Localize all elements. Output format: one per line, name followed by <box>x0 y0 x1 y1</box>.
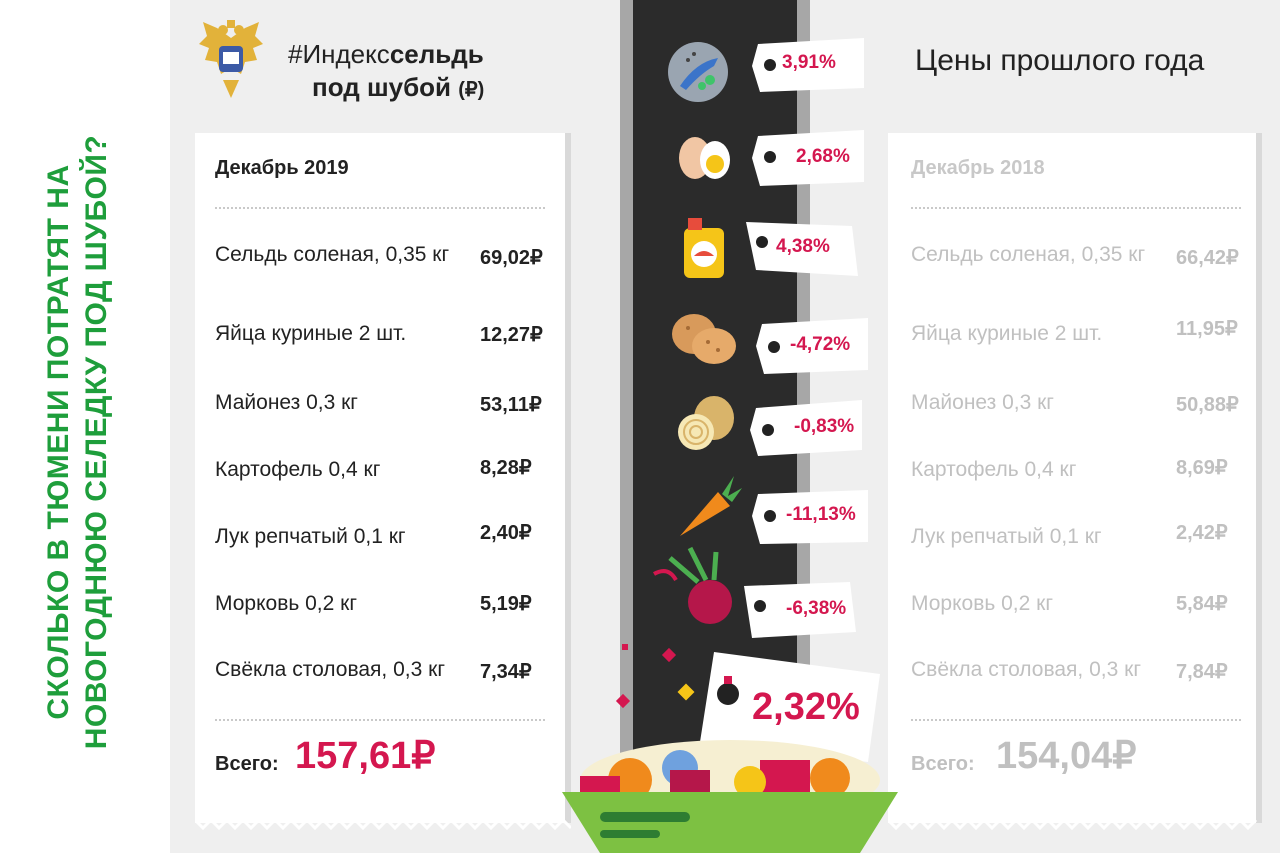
item-price: 8,69₽ <box>1176 457 1228 479</box>
index-subtitle-text: под шубой <box>312 72 452 102</box>
item-price: 5,84₽ <box>1176 593 1228 615</box>
item-price: 12,27₽ <box>480 324 543 346</box>
onion-icon <box>678 396 734 450</box>
side-strip: Сколько в Тюмени потратят на новогоднюю … <box>0 0 170 853</box>
item-name: Свёкла столовая, 0,3 кг <box>911 658 1141 681</box>
price-change: -0,83% <box>794 416 855 437</box>
item-price: 50,88₽ <box>1176 394 1239 416</box>
item-name: Яйца куриные 2 шт. <box>215 322 407 345</box>
price-tag: 4,38% <box>746 218 858 276</box>
card-heading: Декабрь 2018 <box>911 157 1045 179</box>
potato-icon <box>672 314 736 364</box>
divider <box>911 207 1241 209</box>
total-label: Всего: <box>911 753 975 775</box>
egg-icon <box>679 137 730 179</box>
item-name: Майонез 0,3 кг <box>911 391 1054 414</box>
salad-bowl-icon <box>562 740 898 853</box>
item-name: Морковь 0,2 кг <box>911 592 1053 615</box>
item-price: 11,95₽ <box>1176 318 1238 340</box>
item-price: 8,28₽ <box>480 457 532 479</box>
divider <box>911 719 1241 721</box>
item-price: 66,42₽ <box>1176 247 1239 269</box>
index-title: #Индекссельдь <box>288 38 484 70</box>
item-name: Яйца куриные 2 шт. <box>911 322 1103 345</box>
confetti-decoration <box>615 644 695 709</box>
price-tag: -0,83% <box>750 398 862 456</box>
item-name: Лук репчатый 0,1 кг <box>215 525 406 548</box>
divider <box>215 719 545 721</box>
item-name: Картофель 0,4 кг <box>911 458 1077 481</box>
previous-year-title: Цены прошлого года <box>915 44 1205 77</box>
total-value: 157,61₽ <box>295 735 436 777</box>
item-price: 2,42₽ <box>1176 522 1228 544</box>
item-name: Картофель 0,4 кг <box>215 458 381 481</box>
item-name: Морковь 0,2 кг <box>215 592 357 615</box>
total-change-tag: 2,32% <box>700 652 880 762</box>
beet-icon <box>653 546 732 624</box>
price-tag: -11,13% <box>752 486 868 544</box>
card-heading: Декабрь 2019 <box>215 157 349 179</box>
price-tag: 3,91% <box>752 34 864 92</box>
mayonnaise-icon <box>684 218 724 278</box>
card-edge <box>195 820 571 830</box>
card-2019: Декабрь 2019 Сельдь соленая, 0,35 кг 69,… <box>195 133 565 823</box>
index-title-bold: сельдь <box>389 39 484 69</box>
item-name: Свёкла столовая, 0,3 кг <box>215 658 445 681</box>
item-price: 2,40₽ <box>480 522 532 544</box>
index-subtitle-unit: (₽) <box>458 79 485 101</box>
item-price: 53,11₽ <box>480 394 542 416</box>
item-name: Лук репчатый 0,1 кг <box>911 525 1102 548</box>
item-price: 69,02₽ <box>480 247 543 269</box>
item-price: 5,19₽ <box>480 593 532 615</box>
price-change: 2,68% <box>796 146 850 167</box>
total-value: 154,04₽ <box>996 735 1137 777</box>
total-change-value: 2,32% <box>752 686 860 728</box>
price-change: -4,72% <box>790 334 851 355</box>
item-name: Сельдь соленая, 0,35 кг <box>911 243 1146 266</box>
side-title: Сколько в Тюмени потратят на новогоднюю … <box>42 134 113 750</box>
item-price: 7,84₽ <box>1176 661 1228 683</box>
divider <box>215 207 545 209</box>
price-change: -11,13% <box>786 504 856 525</box>
card-2018: Декабрь 2018 Сельдь соленая, 0,35 кг 66,… <box>888 133 1256 823</box>
item-price: 7,34₽ <box>480 661 532 683</box>
price-change: 3,91% <box>782 52 836 73</box>
total-label: Всего: <box>215 753 279 775</box>
herring-icon <box>668 42 728 102</box>
index-subtitle: под шубой (₽) <box>312 72 484 103</box>
price-change: -6,38% <box>786 598 847 619</box>
carrot-icon <box>680 476 742 536</box>
item-name: Сельдь соленая, 0,35 кг <box>215 243 450 266</box>
price-change: 4,38% <box>776 236 830 257</box>
price-tag: 2,68% <box>752 128 864 186</box>
price-tag: -4,72% <box>756 316 868 374</box>
item-name: Майонез 0,3 кг <box>215 391 358 414</box>
price-tag: -6,38% <box>744 580 856 638</box>
emblem-icon <box>199 20 263 98</box>
card-edge <box>888 820 1258 830</box>
index-title-prefix: #Индекс <box>288 39 390 69</box>
